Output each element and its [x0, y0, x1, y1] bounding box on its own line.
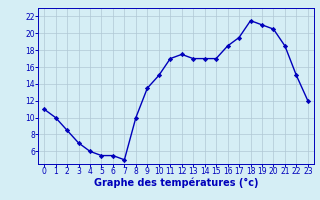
X-axis label: Graphe des températures (°c): Graphe des températures (°c) — [94, 178, 258, 188]
